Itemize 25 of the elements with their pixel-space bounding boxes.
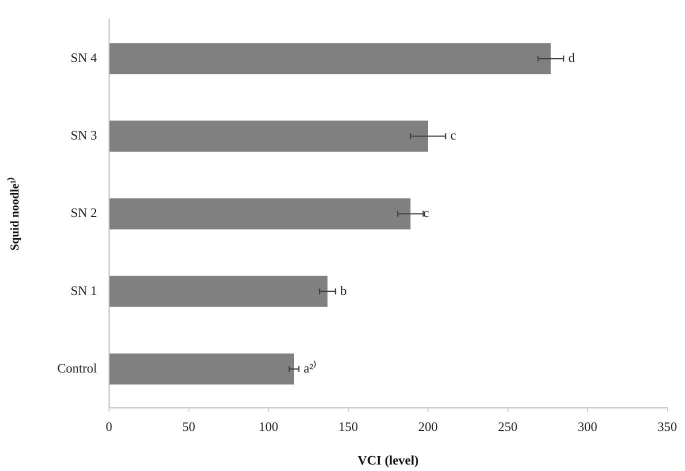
x-tick-label: 300 <box>578 419 598 434</box>
bar <box>110 276 328 307</box>
x-tick-label: 150 <box>338 419 358 434</box>
y-tick-label: SN 1 <box>70 282 97 298</box>
x-tick-label: 0 <box>106 419 112 434</box>
annotation: b <box>340 282 347 298</box>
y-tick-label: Control <box>57 360 98 376</box>
annotation: d <box>568 50 576 66</box>
bar <box>110 353 294 385</box>
y-tick-label: SN 4 <box>70 50 98 66</box>
y-tick-label: SN 3 <box>70 128 97 143</box>
x-tick-label: 200 <box>418 419 438 434</box>
bar <box>110 198 410 230</box>
bar <box>110 120 428 152</box>
x-tick-label: 100 <box>258 419 278 434</box>
bar <box>110 43 551 74</box>
x-axis-title: VCI (level) <box>358 452 419 468</box>
x-tick-label: 50 <box>182 419 196 434</box>
y-axis-title: Squid noodle¹⁾ <box>6 176 22 251</box>
annotation: c <box>423 205 430 220</box>
x-tick-label: 350 <box>658 419 677 434</box>
x-tick-label: 250 <box>498 419 518 434</box>
annotation: c <box>450 128 456 143</box>
y-tick-label: SN 2 <box>70 205 97 220</box>
annotation: a²⁾ <box>304 360 316 376</box>
